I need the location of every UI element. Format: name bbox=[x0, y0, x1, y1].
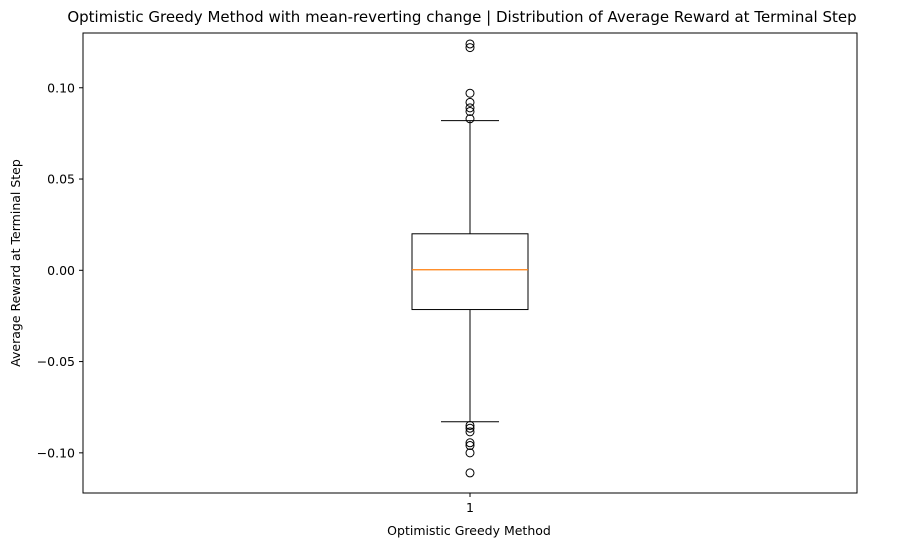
outlier-point bbox=[465, 423, 475, 433]
outlier-point bbox=[465, 106, 475, 116]
outlier-point bbox=[465, 448, 475, 458]
y-tick-label: 0.10 bbox=[47, 80, 75, 95]
y-tick-label: 0.05 bbox=[47, 172, 75, 187]
y-axis-label: Average Reward at Terminal Step bbox=[8, 159, 23, 367]
outlier-point bbox=[465, 103, 475, 113]
outlier-point bbox=[465, 441, 475, 451]
y-tick-label: −0.05 bbox=[37, 354, 75, 369]
y-axis-ticks: −0.10 −0.05 0.00 0.05 0.10 bbox=[37, 80, 83, 460]
outlier-point bbox=[465, 420, 475, 430]
iqr-box bbox=[411, 233, 529, 311]
outlier-point bbox=[465, 427, 475, 437]
outlier-point bbox=[465, 97, 475, 107]
chart-title: Optimistic Greedy Method with mean-rever… bbox=[67, 8, 856, 26]
outlier-point bbox=[465, 88, 475, 98]
x-axis-ticks: 1 bbox=[466, 493, 474, 515]
outlier-point bbox=[465, 39, 475, 49]
box-group bbox=[411, 39, 529, 478]
x-tick-label: 1 bbox=[466, 500, 474, 515]
outlier-point bbox=[465, 114, 475, 124]
y-tick-label: 0.00 bbox=[47, 263, 75, 278]
outlier-point bbox=[465, 43, 475, 53]
outlier-point bbox=[465, 438, 475, 448]
y-tick-label: −0.10 bbox=[37, 445, 75, 460]
outlier-point bbox=[465, 468, 475, 478]
x-axis-label: Optimistic Greedy Method bbox=[387, 523, 551, 538]
